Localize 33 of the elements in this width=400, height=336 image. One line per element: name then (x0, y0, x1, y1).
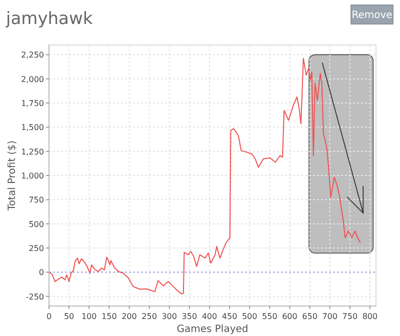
y-tick-label: 2,250 (21, 50, 44, 60)
x-tick-label: 100 (81, 312, 97, 321)
line-series (48, 58, 361, 294)
x-tick-label: 150 (102, 312, 117, 321)
x-tick-label: 0 (46, 312, 52, 321)
x-tick-label: 350 (182, 312, 198, 321)
chart-title: jamyhawk (5, 9, 93, 29)
x-axis-title: Games Played (176, 324, 248, 335)
x-tick-label: 800 (362, 312, 378, 321)
x-tick-label: 400 (202, 312, 218, 321)
x-tick-label: 450 (222, 312, 238, 321)
y-tick-label: 1,250 (21, 147, 44, 156)
x-tick-label: 750 (342, 312, 358, 321)
x-tick-label: 700 (322, 312, 338, 321)
y-tick-label: 1,000 (21, 172, 44, 180)
x-tick-label: 50 (64, 312, 74, 321)
x-tick-label: 550 (262, 312, 278, 321)
x-tick-label: 650 (302, 312, 318, 321)
x-tick-label: 600 (282, 312, 298, 321)
y-tick-label: -250 (26, 292, 44, 302)
y-tick-label: 1,750 (21, 99, 44, 108)
y-tick-label: 1,500 (21, 123, 44, 132)
x-tick-label: 300 (162, 312, 178, 321)
y-tick-label: 750 (28, 196, 44, 205)
y-tick-label: 500 (28, 220, 44, 229)
y-axis-title: Total Profit ($) (7, 140, 18, 212)
x-tick-label: 250 (142, 312, 157, 321)
y-tick-label: 250 (28, 244, 44, 253)
remove-button: Remove (350, 4, 394, 24)
x-tick-label: 500 (242, 312, 258, 321)
x-tick-label: 200 (122, 312, 137, 321)
y-tick-label: 2,000 (21, 74, 44, 84)
y-tick-label: 0 (38, 268, 44, 278)
